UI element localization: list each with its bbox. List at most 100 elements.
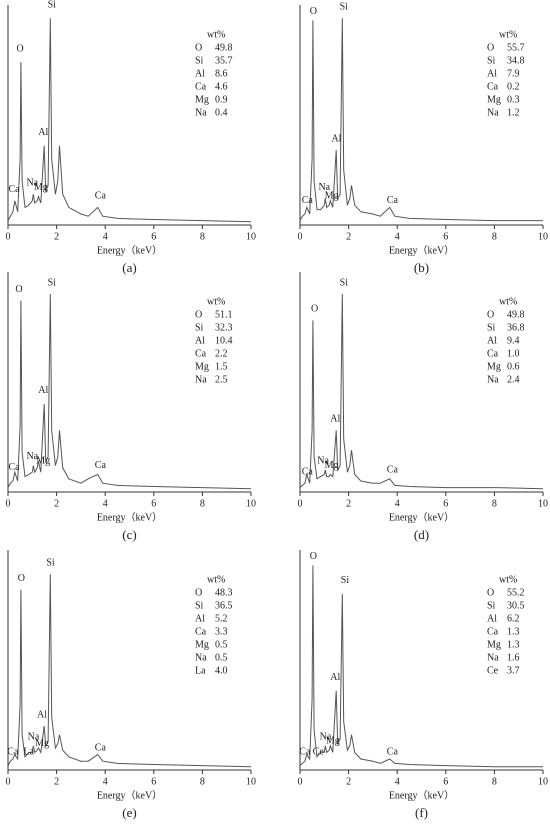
element-name: Ca [195,626,207,637]
element-wt: 1.5 [215,361,228,372]
peak-label: Si [341,575,350,586]
x-tick-label: 6 [443,231,448,242]
x-tick-label: 10 [246,776,256,787]
peak-label: Al [38,385,48,396]
element-name: Si [195,600,204,611]
element-wt: 49.8 [507,309,525,320]
peak-label: O [17,43,24,54]
peak-label: Mg [34,182,48,193]
peak-label: Na [317,455,329,466]
x-tick-label: 0 [6,498,11,509]
peak-label: Ca [95,191,107,202]
x-tick-label: 4 [103,231,108,242]
peak-label: Ca [302,195,314,206]
peak-label: O [15,284,22,295]
element-wt: 49.8 [215,42,233,53]
caption: (e) [122,805,136,820]
peak-label: Ca [7,747,19,758]
x-tick-label: 10 [538,776,548,787]
element-name: Na [487,107,499,118]
element-name: O [487,309,494,320]
element-name: O [195,587,202,598]
x-axis-label: Energy（keV） [389,244,454,256]
element-name: Si [487,600,496,611]
composition-header: wt% [499,574,517,585]
peak-label: Al [37,709,47,720]
caption: (d) [414,527,429,542]
element-wt: 4.0 [215,665,228,676]
spectrum-line [7,574,252,768]
caption: (f) [415,805,428,820]
caption: (b) [414,260,429,275]
peak-label: Mg [325,191,339,202]
element-name: Mg [195,361,209,372]
x-tick-label: 6 [151,498,156,509]
peak-label: Ca [387,464,399,475]
peak-label: Al [330,672,340,683]
peak-label: Na [26,177,38,188]
peak-label: Ce [313,747,325,758]
x-tick-label: 2 [346,231,351,242]
peak-label: Mg [325,460,339,471]
element-wt: 32.3 [215,322,233,333]
element-name: Ca [487,348,499,359]
peak-label: Na [318,182,330,193]
element-wt: 7.9 [507,68,520,79]
x-tick-label: 2 [54,231,59,242]
element-wt: 35.7 [215,55,233,66]
x-axis-label: Energy（keV） [389,511,454,523]
element-name: Si [195,322,204,333]
x-axis-label: Energy（keV） [97,511,162,523]
element-name: Mg [195,94,209,105]
element-name: Na [195,652,207,663]
element-name: O [195,309,202,320]
spectrum-line [299,293,544,490]
composition-header: wt% [207,29,225,40]
peak-label: Mg [36,455,50,466]
peak-label: Al [330,414,340,425]
x-tick-label: 6 [151,231,156,242]
caption: (a) [122,260,136,275]
element-name: O [487,42,494,53]
x-axis-label: Energy（keV） [97,244,162,256]
element-wt: 0.6 [507,361,520,372]
element-wt: 55.2 [507,587,525,598]
peak-label: Ca [299,747,311,758]
peak-label: Si [46,557,55,568]
peak-label: O [18,573,25,584]
peak-label: O [311,304,318,315]
peak-label: Mg [326,736,340,747]
element-wt: 2.4 [507,374,520,385]
element-name: Mg [487,94,501,105]
spectrum-line [7,293,252,490]
x-tick-label: 6 [443,776,448,787]
x-tick-label: 4 [103,776,108,787]
element-wt: 48.3 [215,587,233,598]
x-tick-label: 10 [246,231,256,242]
peak-label: Si [48,0,57,10]
element-wt: 0.5 [215,639,228,650]
x-tick-label: 4 [103,498,108,509]
element-wt: 5.2 [215,613,228,624]
x-tick-label: 8 [492,776,497,787]
x-tick-label: 8 [200,498,205,509]
peak-label: O [310,551,317,562]
x-tick-label: 4 [395,776,400,787]
element-name: Al [195,335,205,346]
element-name: Si [487,322,496,333]
element-wt: 1.2 [507,107,520,118]
peak-label: Na [28,731,40,742]
element-wt: 36.5 [215,600,233,611]
x-tick-label: 2 [54,498,59,509]
x-tick-label: 8 [200,776,205,787]
peak-label: Ca [387,195,399,206]
element-wt: 8.6 [215,68,228,79]
peak-label: Na [320,731,332,742]
element-name: Ce [487,665,499,676]
element-name: Si [487,55,496,66]
element-wt: 0.5 [215,652,228,663]
element-name: Mg [487,639,501,650]
element-name: Al [487,335,497,346]
element-wt: 1.3 [507,626,520,637]
